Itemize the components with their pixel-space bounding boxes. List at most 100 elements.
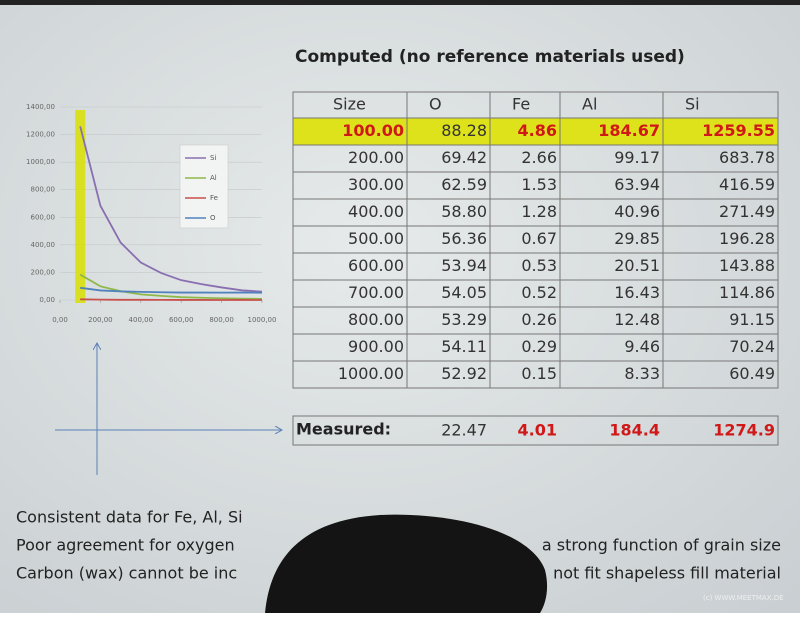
- header-cell: Si: [685, 95, 700, 114]
- table-cell: 62.59: [441, 175, 487, 194]
- measured-value: 22.47: [441, 421, 487, 440]
- table: Size O Fe Al Si 100.00 88.28 4.86 184.67 1259.55 2…: [292, 91, 779, 446]
- x-tick-label: 800,00: [209, 316, 234, 324]
- series-line: [79, 126, 263, 293]
- table-cell: 53.94: [441, 256, 487, 275]
- chart: 0,00 200,00 400,00 600,00 800,00 1000,00 1200,…: [26, 103, 276, 324]
- note-text: Carbon (wax) cannot be inc: [16, 564, 237, 583]
- table-cell: 8.33: [624, 364, 660, 383]
- highlight-band: [75, 110, 86, 303]
- audience-head: [265, 514, 548, 613]
- table-cell: 1259.55: [702, 121, 775, 140]
- legend-label: Si: [210, 154, 216, 162]
- y-tick-label: 1200,00: [26, 131, 55, 139]
- legend-label: Al: [210, 174, 217, 182]
- table-cell: 0.29: [521, 337, 557, 356]
- table-cell: 800.00: [348, 310, 404, 329]
- watermark: (c) WWW.MEETMAX.DE: [703, 594, 784, 602]
- table-cell: 184.67: [598, 121, 660, 140]
- series-line: [80, 298, 263, 301]
- table-cell: 53.29: [441, 310, 487, 329]
- table-cell: 114.86: [719, 283, 775, 302]
- table-cell: 500.00: [348, 229, 404, 248]
- table-cell: 4.86: [518, 121, 557, 140]
- table-cell: 683.78: [719, 148, 775, 167]
- table-cell: 2.66: [521, 148, 557, 167]
- table-cell: 9.46: [624, 337, 660, 356]
- x-tick-label: 600,00: [169, 316, 194, 324]
- header-cell: Size: [333, 95, 366, 114]
- y-tick-label: 800,00: [31, 186, 56, 194]
- table-cell: 40.96: [614, 202, 660, 221]
- table-cell: 60.49: [729, 364, 775, 383]
- note-text: Poor agreement for oxygen: [16, 536, 235, 555]
- highlight-row: [293, 118, 778, 145]
- measured-value: 1274.9: [713, 421, 775, 440]
- table-cell: 20.51: [614, 256, 660, 275]
- table-cell: 0.15: [521, 364, 557, 383]
- table-cell: 0.52: [521, 283, 557, 302]
- header-cell: Fe: [512, 95, 530, 114]
- table-cell: 88.28: [441, 121, 487, 140]
- series-line: [79, 273, 263, 300]
- table-cell: 16.43: [614, 283, 660, 302]
- measured-value: 4.01: [518, 421, 557, 440]
- table-cell: 58.80: [441, 202, 487, 221]
- note-text: Consistent data for Fe, Al, Si: [16, 508, 243, 527]
- legend-label: Fe: [210, 194, 218, 202]
- header-cell: O: [429, 95, 442, 114]
- table-cell: 29.85: [614, 229, 660, 248]
- measured-value: 184.4: [609, 421, 660, 440]
- table-cell: 600.00: [348, 256, 404, 275]
- table-cell: 416.59: [719, 175, 775, 194]
- header-cell: Al: [582, 95, 597, 114]
- top-edge: [0, 0, 800, 5]
- note-text: a strong function of grain size: [542, 536, 781, 555]
- table-cell: 91.15: [729, 310, 775, 329]
- y-tick-label: 1400,00: [26, 103, 55, 111]
- table-cell: 63.94: [614, 175, 660, 194]
- x-tick-label: 400,00: [129, 316, 154, 324]
- series-line: [80, 286, 263, 294]
- notes: Consistent data for Fe, Al, Si Poor agree…: [16, 508, 781, 583]
- table-cell: 69.42: [441, 148, 487, 167]
- table-cell: 12.48: [614, 310, 660, 329]
- x-tick-label: 0,00: [52, 316, 68, 324]
- table-cell: 1.53: [521, 175, 557, 194]
- table-cell: 700.00: [348, 283, 404, 302]
- table-cell: 52.92: [441, 364, 487, 383]
- table-cell: 70.24: [729, 337, 775, 356]
- table-cell: 1.28: [521, 202, 557, 221]
- table-cell: 99.17: [614, 148, 660, 167]
- x-tick-label: 1000,00: [248, 316, 277, 324]
- table-cell: 271.49: [719, 202, 775, 221]
- legend-label: O: [210, 214, 216, 222]
- table-cell: 0.26: [521, 310, 557, 329]
- measured-frame: [292, 415, 779, 446]
- y-tick-label: 400,00: [31, 241, 56, 249]
- table-cell: 143.88: [719, 256, 775, 275]
- table-cell: 0.53: [521, 256, 557, 275]
- table-cell: 200.00: [348, 148, 404, 167]
- y-tick-label: 200,00: [31, 268, 56, 276]
- slide-title: Computed (no reference materials used): [295, 47, 685, 67]
- table-cell: 0.67: [521, 229, 557, 248]
- table-cell: 196.28: [719, 229, 775, 248]
- legend-box: [179, 144, 229, 229]
- table-cell: 900.00: [348, 337, 404, 356]
- table-cell: 54.05: [441, 283, 487, 302]
- x-tick-label: 200,00: [88, 316, 113, 324]
- table-cell: 400.00: [348, 202, 404, 221]
- measured-label: Measured:: [296, 420, 391, 439]
- table-cell: 54.11: [441, 337, 487, 356]
- y-tick-label: 1000,00: [26, 158, 55, 166]
- y-tick-label: 0,00: [39, 296, 55, 304]
- table-cell: 300.00: [348, 175, 404, 194]
- table-cell: 100.00: [342, 121, 404, 140]
- note-text: not fit shapeless fill material: [553, 564, 781, 583]
- table-cell: 56.36: [441, 229, 487, 248]
- table-cell: 1000.00: [338, 364, 404, 383]
- y-tick-label: 600,00: [31, 213, 56, 221]
